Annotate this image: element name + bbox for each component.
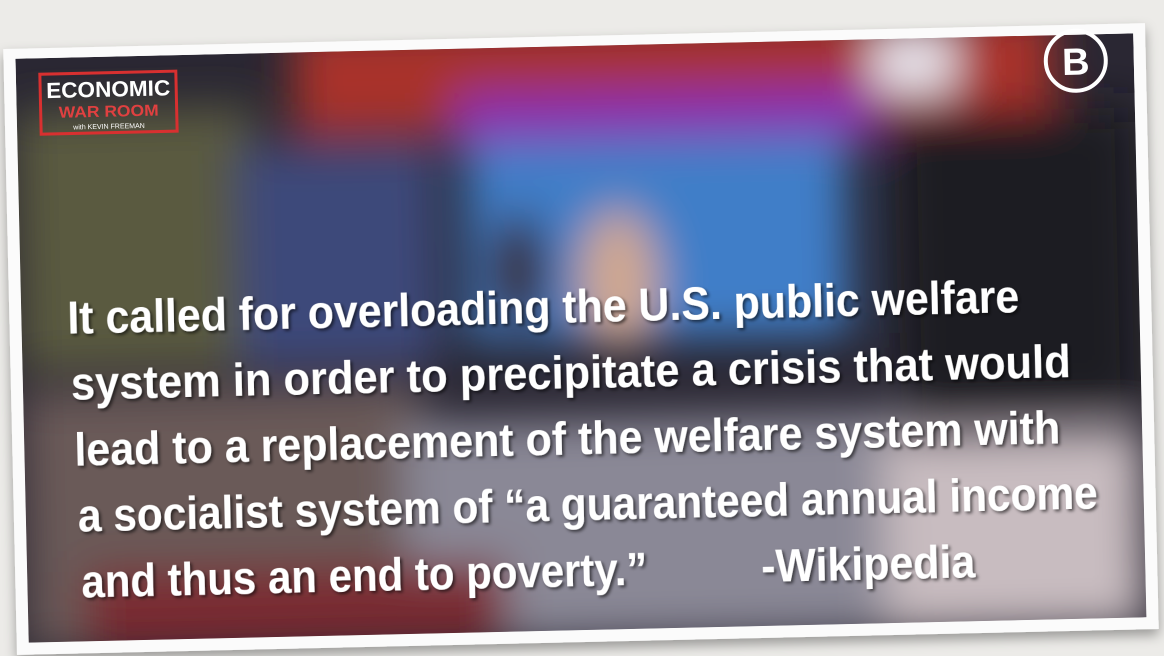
- photo-card: ECONOMIC WAR ROOM with KEVIN FREEMAN B I…: [3, 23, 1159, 655]
- logo-byline: with KEVIN FREEMAN: [72, 123, 145, 132]
- show-logo: ECONOMIC WAR ROOM with KEVIN FREEMAN: [38, 69, 179, 136]
- blurred-background: [15, 33, 1147, 643]
- logo-subtitle: WAR ROOM: [59, 103, 159, 122]
- quote-attribution: -Wikipedia: [761, 535, 977, 592]
- badge-letter: B: [1062, 41, 1090, 84]
- quote-line: and thus an end to poverty.”: [81, 543, 648, 608]
- channel-badge: B: [1043, 28, 1108, 93]
- logo-title: ECONOMIC: [46, 75, 171, 103]
- quote: It called for overloading the U.S. publi…: [67, 270, 1098, 608]
